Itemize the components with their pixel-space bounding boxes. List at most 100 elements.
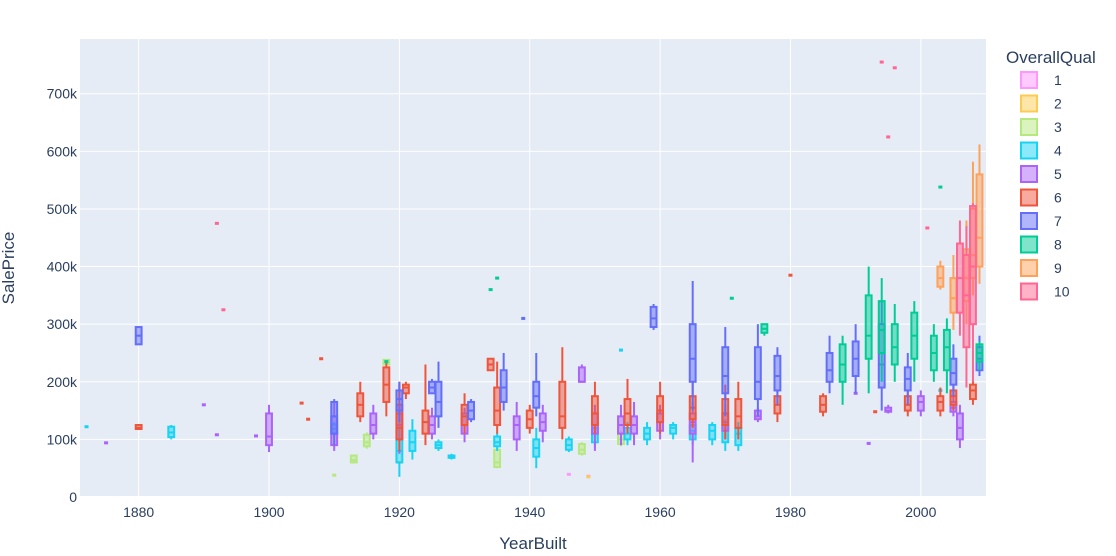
box-point: [104, 441, 109, 445]
box-body: [949, 277, 958, 314]
box-body: [753, 346, 762, 401]
legend-swatch: [1020, 212, 1038, 230]
box-body: [838, 343, 847, 383]
box-point: [586, 475, 591, 479]
box-point: [938, 185, 943, 189]
box-body: [649, 305, 658, 329]
y-tick-label: 600k: [47, 143, 78, 159]
box-body: [499, 369, 508, 403]
series-10: [214, 60, 977, 388]
legend-item-4[interactable]: 4: [1020, 141, 1062, 160]
box-body: [962, 254, 971, 349]
legend-item-10[interactable]: 10: [1020, 282, 1070, 301]
y-tick-label: 500k: [47, 201, 78, 217]
box-body: [330, 400, 339, 435]
x-tick-label: 1940: [514, 504, 545, 520]
box-point: [892, 66, 897, 70]
legend-title: OverallQual: [1006, 48, 1096, 67]
legend-item-8[interactable]: 8: [1020, 235, 1062, 254]
box-body: [936, 395, 945, 412]
legend-label: 9: [1054, 260, 1062, 276]
y-tick-label: 400k: [47, 259, 78, 275]
x-tick-label: 2000: [905, 504, 936, 520]
y-tick-label: 300k: [47, 316, 78, 332]
legend-swatch: [1020, 282, 1038, 301]
legend-swatch: [1020, 94, 1038, 113]
legend-swatch: [1020, 141, 1038, 160]
box-body: [877, 300, 886, 354]
y-tick-labels: 0 100k 200k 300k 400k 500k 600k 700k: [47, 86, 78, 505]
legend-item-1[interactable]: 1: [1020, 71, 1062, 89]
legend-item-6[interactable]: 6: [1020, 188, 1062, 207]
box-body: [773, 354, 782, 392]
legend-item-7[interactable]: 7: [1020, 212, 1062, 230]
box-body: [916, 395, 925, 412]
x-tick-labels: 1880 1900 1920 1940 1960 1980 2000: [123, 504, 937, 520]
box-body: [408, 429, 417, 452]
box-point: [253, 434, 258, 438]
legend-item-2[interactable]: 2: [1020, 94, 1062, 113]
series-8: [384, 185, 984, 405]
box-marks: [84, 60, 984, 479]
box-body: [623, 398, 632, 426]
box-body: [669, 423, 678, 435]
legend[interactable]: 1 2 3 4 5 6 7 8 9 10: [1020, 71, 1070, 301]
legend-label: 8: [1054, 237, 1062, 253]
x-tick-label: 1960: [645, 504, 676, 520]
y-tick-label: 200k: [47, 374, 78, 390]
legend-swatch: [1020, 118, 1038, 136]
box-body: [825, 351, 834, 383]
box-body: [512, 415, 521, 441]
box-point: [299, 401, 304, 405]
box-point: [873, 410, 878, 414]
box-body: [362, 433, 371, 448]
legend-swatch: [1020, 259, 1038, 277]
box-body: [493, 448, 502, 469]
legend-label: 6: [1054, 190, 1062, 206]
legend-item-3[interactable]: 3: [1020, 118, 1062, 136]
box-point: [788, 273, 793, 277]
legend-item-5[interactable]: 5: [1020, 165, 1062, 183]
x-tick-label: 1900: [253, 504, 284, 520]
box-point: [319, 357, 324, 361]
x-axis-title: YearBuilt: [499, 534, 567, 553]
box-body: [688, 323, 697, 383]
box-body: [890, 323, 899, 366]
legend-swatch: [1020, 71, 1038, 89]
box-body: [942, 328, 951, 372]
box-point: [866, 441, 871, 445]
box-body: [955, 412, 964, 441]
series-6: [134, 273, 977, 451]
box-point: [214, 433, 219, 437]
box-body: [864, 294, 873, 360]
box-point: [214, 221, 219, 225]
box-body: [949, 357, 958, 386]
legend-item-9[interactable]: 9: [1020, 259, 1062, 277]
legend-label: 4: [1054, 143, 1062, 159]
box-body: [434, 380, 443, 418]
box-body: [975, 173, 984, 268]
box-body: [936, 265, 945, 288]
box-body: [349, 454, 358, 464]
x-tick-label: 1920: [384, 504, 415, 520]
box-point: [566, 472, 571, 476]
legend-label: 2: [1054, 96, 1062, 112]
box-point: [84, 425, 89, 429]
box-body: [460, 403, 469, 426]
box-point: [886, 135, 891, 139]
box-point: [201, 403, 206, 407]
legend-label: 7: [1054, 213, 1062, 229]
box-body: [265, 412, 273, 447]
box-body: [734, 398, 743, 429]
box-point: [384, 360, 389, 364]
box-point: [221, 308, 226, 312]
y-tick-label: 700k: [47, 86, 78, 102]
box-body: [656, 395, 665, 424]
box-body: [401, 383, 410, 395]
x-tick-label: 1880: [123, 504, 154, 520]
box-body: [969, 383, 977, 401]
box-point: [495, 276, 500, 280]
box-body: [708, 423, 717, 441]
legend-swatch: [1020, 188, 1038, 207]
